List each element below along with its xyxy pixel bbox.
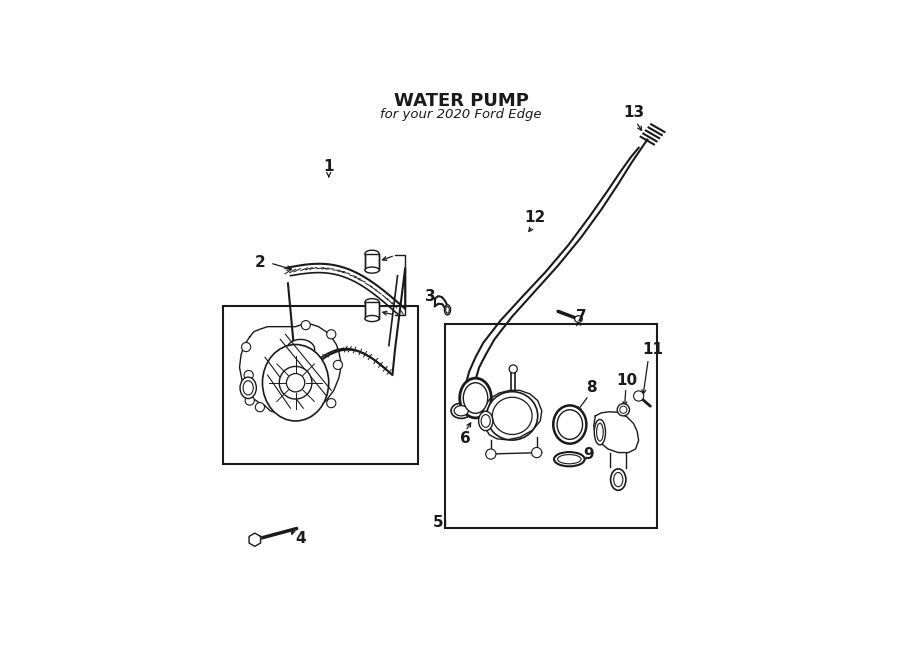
- Circle shape: [509, 365, 518, 373]
- Ellipse shape: [457, 410, 465, 416]
- Ellipse shape: [364, 316, 379, 322]
- Bar: [445, 324, 658, 528]
- Circle shape: [620, 406, 627, 413]
- Ellipse shape: [597, 423, 603, 441]
- Circle shape: [634, 391, 643, 401]
- Circle shape: [293, 410, 302, 420]
- Ellipse shape: [287, 340, 315, 359]
- Circle shape: [486, 449, 496, 459]
- Ellipse shape: [554, 452, 585, 466]
- Circle shape: [279, 367, 312, 399]
- Text: 9: 9: [583, 447, 594, 461]
- Ellipse shape: [492, 397, 532, 434]
- Ellipse shape: [594, 420, 606, 445]
- Ellipse shape: [554, 405, 587, 444]
- Circle shape: [532, 448, 542, 457]
- Circle shape: [286, 373, 305, 392]
- Circle shape: [617, 404, 629, 416]
- Bar: [223, 307, 418, 464]
- Text: 12: 12: [525, 210, 545, 224]
- Ellipse shape: [364, 267, 379, 273]
- Ellipse shape: [487, 392, 537, 440]
- Bar: [364, 302, 379, 318]
- Text: WATER PUMP: WATER PUMP: [394, 92, 528, 110]
- Ellipse shape: [263, 344, 328, 421]
- Text: for your 2020 Ford Edge: for your 2020 Ford Edge: [381, 109, 542, 122]
- Circle shape: [241, 342, 251, 352]
- Text: 3: 3: [426, 289, 436, 304]
- Text: 8: 8: [586, 381, 597, 395]
- Ellipse shape: [479, 411, 493, 431]
- Ellipse shape: [557, 410, 582, 440]
- Circle shape: [302, 320, 310, 330]
- Ellipse shape: [464, 383, 488, 413]
- Circle shape: [327, 330, 336, 339]
- Polygon shape: [594, 412, 639, 453]
- Text: 2: 2: [255, 256, 266, 271]
- Ellipse shape: [240, 377, 256, 399]
- Ellipse shape: [610, 469, 626, 491]
- Text: 6: 6: [460, 432, 471, 446]
- Ellipse shape: [460, 378, 491, 418]
- Bar: [364, 254, 379, 270]
- Text: 1: 1: [323, 159, 334, 173]
- Ellipse shape: [454, 406, 468, 416]
- Circle shape: [333, 360, 343, 369]
- Text: 7: 7: [576, 309, 587, 324]
- Text: 10: 10: [616, 373, 637, 388]
- Ellipse shape: [575, 316, 582, 322]
- Ellipse shape: [364, 299, 379, 306]
- Ellipse shape: [482, 414, 490, 428]
- Circle shape: [256, 402, 265, 412]
- Ellipse shape: [558, 455, 581, 464]
- Polygon shape: [249, 533, 260, 546]
- Ellipse shape: [446, 307, 449, 313]
- Text: 11: 11: [642, 342, 663, 357]
- Circle shape: [244, 371, 253, 380]
- Ellipse shape: [614, 473, 623, 487]
- Ellipse shape: [364, 250, 379, 258]
- Circle shape: [327, 399, 336, 408]
- Ellipse shape: [451, 403, 472, 418]
- Ellipse shape: [243, 381, 253, 395]
- Text: 5: 5: [433, 516, 444, 530]
- Circle shape: [245, 396, 255, 405]
- Text: 13: 13: [623, 105, 644, 120]
- Text: 4: 4: [295, 531, 306, 545]
- Ellipse shape: [445, 305, 451, 315]
